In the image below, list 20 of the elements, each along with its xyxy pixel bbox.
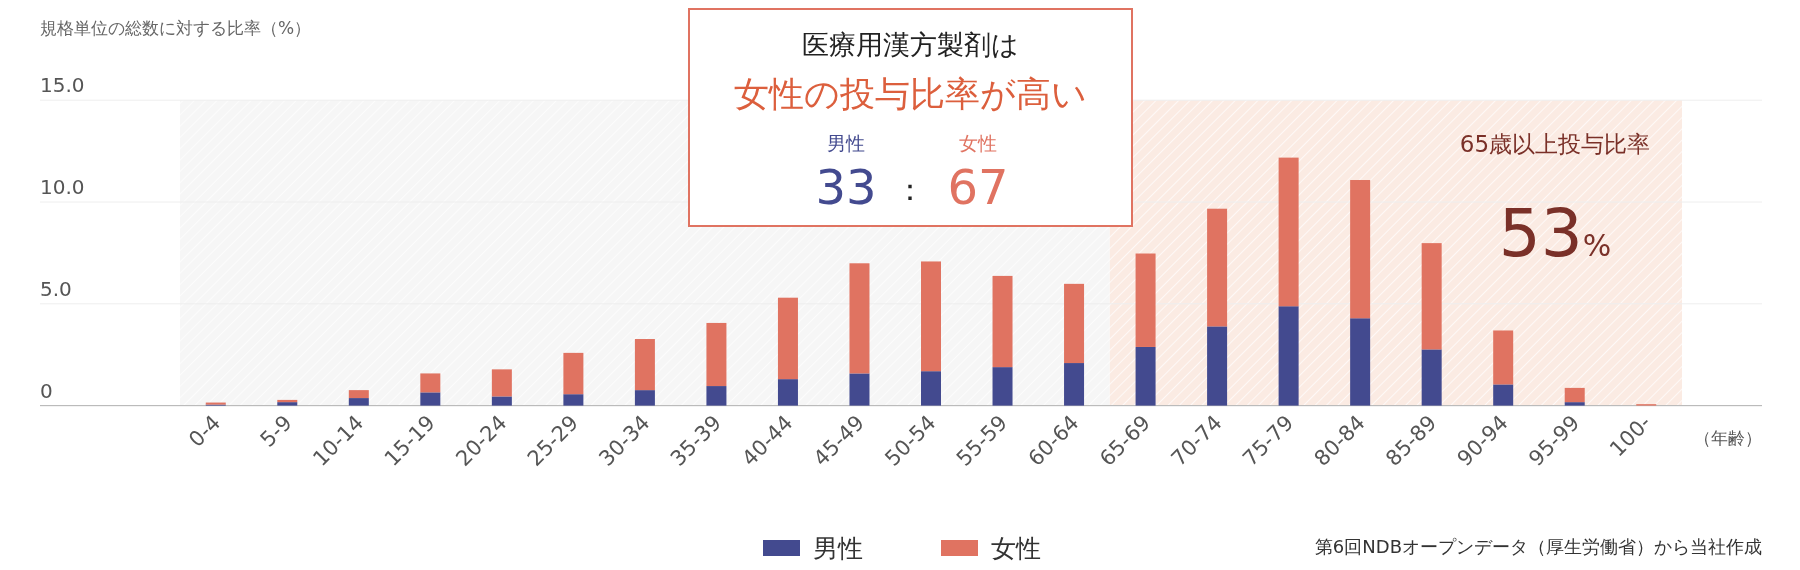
text: 第6回NDBオープンデータ（厚生労働省）から当社作成: [1314, 536, 1762, 557]
x-axis-title: （年齢）: [1694, 428, 1762, 448]
x-tick-label: 5-9: [255, 410, 297, 452]
annotation: 33: [815, 159, 877, 215]
legend-label: 男性: [813, 534, 863, 563]
annotation: 67: [947, 159, 1009, 215]
y-tick-label: 5.0: [40, 276, 72, 301]
y-axis-title: 規格単位の総数に対する比率（%）: [40, 18, 312, 38]
annotation: 女性: [959, 132, 997, 154]
annotation: ：: [895, 172, 925, 207]
y-tick-label: 15.0: [40, 73, 85, 98]
legend-label: 女性: [991, 534, 1041, 563]
y-tick-label: 10.0: [40, 175, 85, 199]
x-tick-label: 0-4: [184, 410, 226, 452]
chart-subtitle: 女性の投与比率が高い: [733, 74, 1087, 114]
y-tick-label: 0: [40, 378, 53, 403]
annotation: 53%: [1498, 195, 1612, 272]
chart-title: 医療用漢方製剤は: [801, 29, 1019, 60]
band-label: 65歳以上投与比率: [1459, 131, 1651, 157]
annotation: 男性: [827, 132, 865, 154]
